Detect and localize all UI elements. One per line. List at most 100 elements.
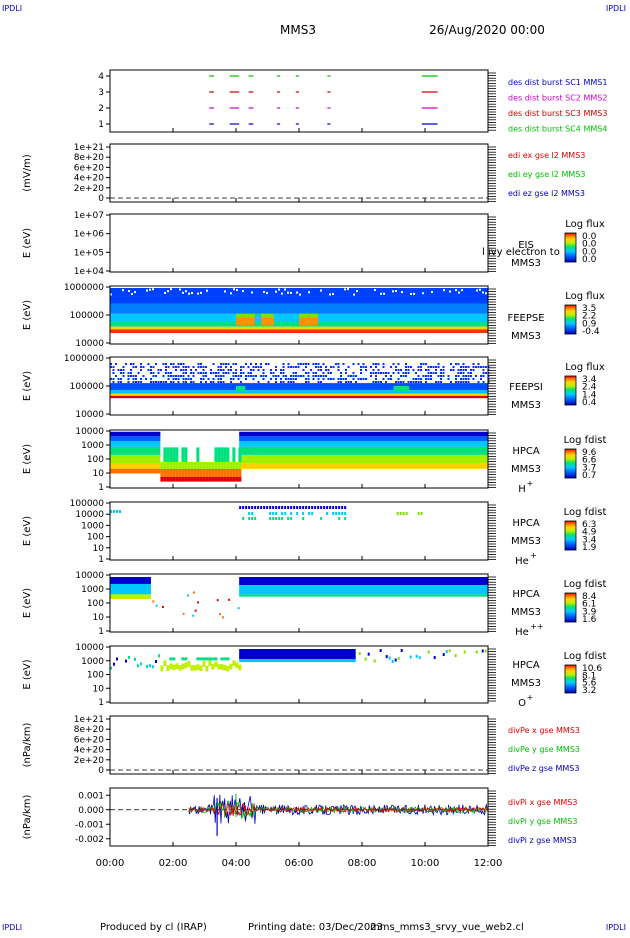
spectrogram-cell <box>117 369 120 371</box>
gap-cell <box>308 291 310 294</box>
spectrogram-cell <box>250 363 252 365</box>
spectrogram-cell <box>226 468 230 477</box>
spectrogram-cell <box>239 446 488 455</box>
spectrogram-cell <box>200 363 202 365</box>
spectrogram-cell <box>399 512 402 515</box>
spectrogram-cell <box>362 366 365 368</box>
spectrogram-cell <box>135 378 137 380</box>
spectrogram-cell <box>166 447 170 462</box>
spacecraft-label: MMS3 <box>511 536 541 547</box>
spectrogram-cell <box>305 372 307 374</box>
spectrogram-cell <box>214 657 218 661</box>
spectrogram-cell <box>202 369 205 371</box>
spectrogram-cell <box>161 605 164 608</box>
spectrogram-cell <box>335 512 338 515</box>
spectrogram-cell <box>165 372 167 374</box>
spectrogram-cell <box>280 381 282 383</box>
spectrogram-cell <box>292 366 295 368</box>
spectrogram-cell <box>472 378 475 380</box>
spectrogram-cell <box>467 372 470 374</box>
spectrogram-cell <box>223 447 227 462</box>
spectrogram-cell <box>415 372 417 374</box>
y-tick-label: 1 <box>98 555 104 565</box>
spectrogram-cell <box>172 461 176 469</box>
spectrogram-cell <box>455 375 457 377</box>
y-tick-label: 100 <box>87 533 104 543</box>
spectrogram-cell <box>310 369 312 371</box>
spectrogram-cell <box>390 375 392 377</box>
spectrogram-cell <box>235 369 237 371</box>
spectrogram-cell <box>457 369 460 371</box>
spectrogram-cell <box>220 476 224 482</box>
species-label: He <box>515 556 529 567</box>
x-tick-label: 00:00 <box>96 858 125 869</box>
spectrogram-cell <box>427 366 430 368</box>
spectrogram-cell <box>462 369 465 371</box>
spectrogram-cell <box>217 372 220 374</box>
spectrogram-hpca-o <box>110 648 487 672</box>
spectrogram-cell <box>199 657 203 661</box>
spectrogram-cell <box>152 600 155 603</box>
spectrogram-cell <box>120 372 122 374</box>
spectrogram-cell <box>175 447 179 462</box>
spectrogram-cell <box>226 461 230 469</box>
spectrogram-cell <box>477 363 480 365</box>
spectrogram-cell <box>247 366 250 368</box>
spectrogram-cell <box>355 381 357 383</box>
spectrogram-cell <box>165 366 167 368</box>
spectrogram-cell <box>239 649 356 660</box>
spectrogram-cell <box>412 381 415 383</box>
colorbar-tick-label: 0.4 <box>582 398 597 408</box>
colorbar-title: Log flux <box>565 291 605 302</box>
spectrogram-cell <box>208 468 212 477</box>
colorbar-tick-label: -0.4 <box>582 327 600 337</box>
spectrogram-cell <box>409 655 412 659</box>
spectrogram-cell <box>292 375 295 377</box>
enhanced-cell <box>299 317 318 326</box>
spectrogram-cell <box>165 363 167 365</box>
enhanced-cell <box>236 386 246 392</box>
spectrogram-cell <box>155 381 157 383</box>
spectrogram-cell <box>330 372 332 374</box>
spectrogram-cell <box>450 369 452 371</box>
corner-label-tl: IPDLI <box>2 4 23 13</box>
spectrogram-cell <box>427 375 430 377</box>
spectrogram-cell <box>122 369 125 371</box>
spectrogram-cell <box>455 378 457 380</box>
legend-entry: divPi z gse MMS3 <box>508 836 577 845</box>
y-tick-label: 2e+20 <box>74 184 105 194</box>
spectrogram-cell <box>377 369 380 371</box>
spectrogram-cell <box>217 461 221 469</box>
gap-cell <box>422 292 424 295</box>
spectrogram-cell <box>132 375 135 377</box>
spectrogram-cell <box>193 468 197 477</box>
spectrogram-cell <box>190 381 192 383</box>
spectrogram-cell <box>420 378 422 380</box>
spectrogram-cell <box>220 369 222 371</box>
colorbar-title: Log flux <box>565 219 605 230</box>
spectrogram-cell <box>193 461 197 469</box>
spacecraft-label: MMS3 <box>511 464 541 475</box>
spectrogram-cell <box>290 506 293 509</box>
spectrogram-cell <box>112 366 115 368</box>
y-axis-label: (mV/m) <box>22 154 33 192</box>
spectrogram-cell <box>140 363 142 365</box>
spectrogram-cell <box>170 381 172 383</box>
spectrogram-cell <box>110 393 488 396</box>
spectrogram-cell <box>186 594 189 597</box>
gap-cell <box>353 293 355 296</box>
spectrogram-cell <box>235 476 239 482</box>
spectrogram-cell <box>377 372 380 374</box>
colorbar-tick-label: 3.2 <box>582 686 596 696</box>
gap-cell <box>152 288 154 291</box>
spectrogram-cell <box>251 512 254 515</box>
spectrogram-cell <box>307 378 310 380</box>
colorbar-tick-label: 3.9 <box>582 607 597 617</box>
y-tick-label: 2e+20 <box>74 756 105 766</box>
spectrogram-cell <box>248 506 251 509</box>
spectrogram-cell <box>150 381 152 383</box>
spectrogram-cell <box>110 383 488 391</box>
spectrogram-cell <box>208 476 212 482</box>
spectrogram-cell <box>340 372 342 374</box>
spectrogram-cell <box>110 326 488 330</box>
